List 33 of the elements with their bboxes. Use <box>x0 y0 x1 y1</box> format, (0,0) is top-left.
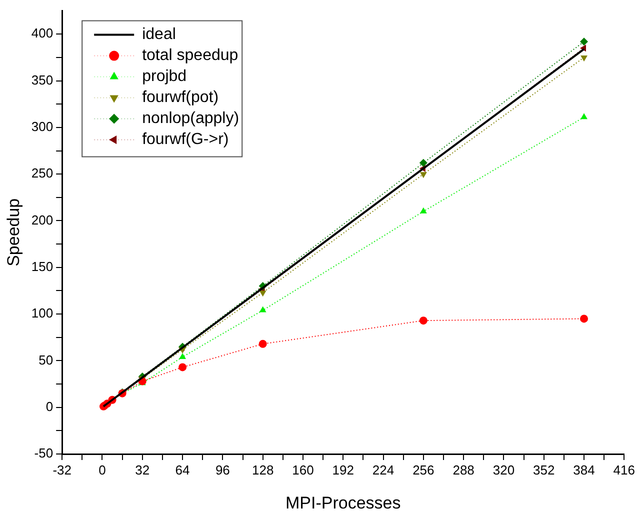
y-tick-label: 400 <box>31 26 54 41</box>
x-tick-label: 32 <box>135 462 150 478</box>
x-tick-label: 352 <box>533 462 555 478</box>
y-axis-title: Speedup <box>4 198 23 266</box>
y-tick-label: 150 <box>31 258 54 274</box>
y-tick-label: 50 <box>38 352 54 368</box>
x-tick-label: 256 <box>412 462 434 478</box>
x-tick-label: 0 <box>98 462 106 478</box>
y-tick-label: -50 <box>34 446 54 461</box>
legend-label: projbd <box>142 68 187 86</box>
x-tick-label: 128 <box>252 462 274 478</box>
x-tick-label: 384 <box>573 462 595 478</box>
x-tick-label: 320 <box>492 462 515 478</box>
y-tick-label: 350 <box>31 72 54 88</box>
legend-label: total speedup <box>142 47 238 64</box>
x-tick-label: 64 <box>175 462 190 478</box>
x-tick-label: 160 <box>292 462 314 478</box>
legend-label: ideal <box>142 26 176 44</box>
y-tick-label: 300 <box>31 119 54 134</box>
legend-label: fourwf(pot) <box>142 89 219 106</box>
x-axis-title: MPI-Processes <box>285 493 401 512</box>
x-tick-label: 288 <box>452 462 474 478</box>
y-tick-label: 0 <box>46 398 54 414</box>
y-tick-label: 250 <box>31 166 54 181</box>
legend-label: fourwf(G->r) <box>142 131 229 148</box>
legend-label: nonlop(apply) <box>142 110 240 128</box>
x-tick-label: 416 <box>613 462 636 478</box>
y-tick-label: 200 <box>31 212 54 228</box>
y-tick-label: 100 <box>31 306 54 321</box>
x-tick-label: 224 <box>372 462 394 478</box>
x-tick-label: -32 <box>52 462 72 478</box>
x-tick-label: 96 <box>215 462 230 478</box>
x-tick-label: 192 <box>332 462 354 478</box>
